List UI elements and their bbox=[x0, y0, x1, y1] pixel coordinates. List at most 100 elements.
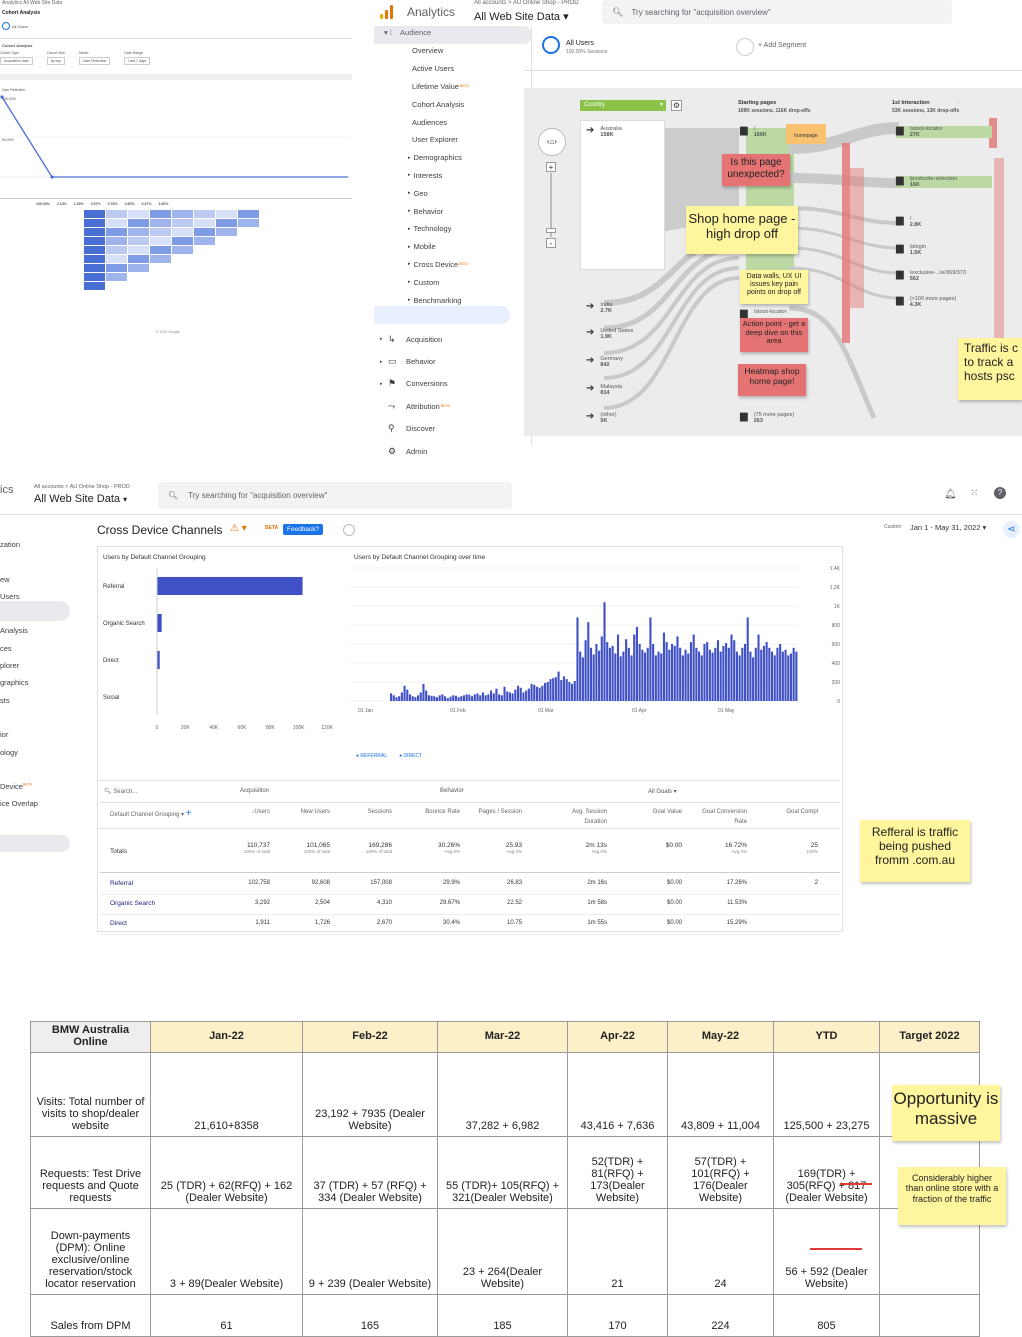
nav-main-item[interactable]: ⚲ Discover bbox=[388, 423, 436, 434]
start-page-node[interactable]: ▆ (75 more pages) 263 bbox=[740, 411, 795, 425]
share-icon[interactable]: ⋖ bbox=[1003, 521, 1020, 538]
info-icon[interactable]: ◌ bbox=[956, 98, 961, 105]
dimension-selector[interactable]: Country ▾ bbox=[580, 100, 666, 111]
nav-item[interactable]: Audiences bbox=[412, 117, 448, 127]
nav-item[interactable]: graphics bbox=[0, 678, 29, 688]
interaction-node[interactable]: ▆/plogin 1.5K bbox=[896, 243, 926, 257]
nav-item[interactable] bbox=[0, 765, 72, 782]
nav-item[interactable]: ew bbox=[0, 574, 10, 584]
search-bar[interactable]: 🔍︎ Try searching for "acquisition overvi… bbox=[602, 0, 952, 24]
notifications-bell-icon[interactable]: 🔔︎ bbox=[944, 489, 957, 500]
nav-item[interactable]: ▸ Cross Device BETA bbox=[408, 259, 468, 269]
interaction-node[interactable]: ▆/2.8K bbox=[896, 215, 922, 229]
account-breadcrumb[interactable]: All accounts > AU Online Shop - PROD bbox=[34, 484, 130, 490]
table-search-input[interactable]: 🔍︎ Search... bbox=[104, 789, 138, 795]
nav-item[interactable]: ▸ Interests bbox=[408, 170, 443, 180]
country-node[interactable]: ➔ India 2.7K bbox=[586, 301, 613, 315]
nav-main-item[interactable]: ▸ ⚑ Conversions bbox=[380, 378, 448, 389]
column-header[interactable]: Bounce Rate bbox=[425, 809, 460, 815]
nav-item[interactable]: ▸ Mobile bbox=[408, 242, 436, 252]
add-segment-circle-icon[interactable] bbox=[736, 38, 754, 56]
nav-item[interactable] bbox=[0, 817, 72, 834]
country-node[interactable]: ➔ Malaysia 814 bbox=[586, 383, 623, 397]
channel-row-name[interactable]: Organic Search bbox=[110, 900, 156, 907]
apps-grid-icon[interactable]: ⁙ bbox=[970, 488, 979, 499]
filter-date-range[interactable]: Date Range Last 7 days bbox=[124, 51, 151, 65]
nav-item[interactable]: ▸ Custom bbox=[408, 277, 440, 287]
interaction-node[interactable]: ▆ (>100 more pages) 4.3K bbox=[896, 295, 957, 309]
group-header-goals[interactable]: All Goals ▾ bbox=[648, 789, 677, 795]
filter-metric[interactable]: Metric User Retention bbox=[79, 51, 111, 65]
filter-cohort-size[interactable]: Cohort Size by day bbox=[46, 51, 66, 65]
channel-row-name[interactable]: Referral bbox=[110, 880, 134, 887]
column-header[interactable]: New Users bbox=[300, 809, 330, 815]
country-node[interactable]: ➔ Australia 158K bbox=[586, 125, 622, 139]
property-selector[interactable]: All Web Site Data ▾ bbox=[474, 11, 569, 23]
column-header[interactable]: Goal Value bbox=[652, 809, 682, 815]
column-header[interactable]: ↓Users bbox=[251, 809, 270, 815]
nav-item[interactable]: Active Users bbox=[412, 64, 455, 74]
zoom-slider[interactable] bbox=[550, 173, 552, 237]
nav-item[interactable] bbox=[0, 557, 72, 574]
column-header[interactable]: Goal Compl bbox=[786, 809, 818, 815]
start-page-node[interactable]: ▆/166K bbox=[740, 125, 767, 139]
settings-gear-icon[interactable]: ⚙ bbox=[671, 100, 682, 111]
nav-main-item[interactable]: ⤳ Attribution BETA bbox=[388, 400, 450, 411]
country-node[interactable]: ➔ (other) 5K bbox=[586, 411, 617, 425]
nav-item[interactable]: ior bbox=[0, 730, 9, 740]
nav-item[interactable]: ice Overlap bbox=[0, 799, 38, 809]
nav-item[interactable]: ▸ Geo bbox=[408, 188, 428, 198]
nav-main-item[interactable]: ▸ ▭ Behavior bbox=[380, 356, 436, 367]
segment-circle-icon[interactable] bbox=[2, 22, 10, 30]
column-header[interactable]: Pages / Session bbox=[478, 809, 522, 815]
nav-item[interactable]: ▸ Benchmarking bbox=[408, 295, 462, 305]
nav-item[interactable]: Analysis bbox=[0, 626, 28, 636]
interaction-node[interactable]: ▆/exclusive-...le/369/373 562 bbox=[896, 269, 966, 283]
interaction-node[interactable]: ▆/stock-locator 27K bbox=[896, 126, 992, 138]
nav-item[interactable]: Overview bbox=[412, 46, 444, 56]
date-range-selector[interactable]: Jan 1 - May 31, 2022 ▾ bbox=[910, 523, 987, 532]
nav-item[interactable]: ology bbox=[0, 747, 18, 757]
start-page-node[interactable]: ▆/stock-locator bbox=[740, 308, 787, 319]
account-breadcrumb[interactable]: All accounts > AU Online Shop - PROD bbox=[474, 0, 579, 6]
country-node[interactable]: ➔ United States 1.9K bbox=[586, 327, 634, 341]
nav-item[interactable]: User Explorer bbox=[412, 135, 458, 145]
nav-item[interactable]: Lifetime Value BETA bbox=[412, 81, 469, 91]
nav-item[interactable] bbox=[0, 713, 72, 730]
segment-all-users-icon[interactable] bbox=[542, 36, 560, 54]
nav-item[interactable]: plorer bbox=[0, 661, 20, 671]
filter-cohort-type[interactable]: Cohort Type Acquisition date bbox=[0, 51, 33, 65]
column-header[interactable]: Avg. Session Duration bbox=[572, 809, 607, 825]
feedback-button[interactable]: Feedback? bbox=[283, 524, 324, 535]
legend-direct[interactable]: ● DIRECT bbox=[399, 753, 423, 759]
zoom-out-icon[interactable]: - bbox=[546, 238, 556, 248]
warning-icon[interactable]: ⚠ ▾ bbox=[230, 523, 247, 534]
nav-item[interactable]: Users bbox=[0, 591, 20, 601]
add-dimension-icon[interactable]: + bbox=[185, 808, 192, 819]
pan-control-icon[interactable]: ‹⌂› bbox=[538, 128, 566, 156]
nav-item[interactable]: sts bbox=[0, 695, 10, 705]
channel-row-name[interactable]: Direct bbox=[110, 920, 127, 927]
search-bar[interactable]: 🔍︎ Try searching for "acquisition overvi… bbox=[158, 482, 512, 509]
dimension-column-header[interactable]: Default Channel Grouping ▾ + bbox=[110, 808, 192, 819]
nav-item[interactable]: Cohort Analysis bbox=[412, 99, 465, 109]
nav-item[interactable]: ▸ Demographics bbox=[408, 153, 462, 163]
info-circle-icon[interactable] bbox=[343, 524, 355, 536]
zoom-handle[interactable] bbox=[546, 228, 556, 233]
legend-referral[interactable]: ● REFERRAL bbox=[356, 753, 388, 759]
interaction-node[interactable]: ▆/postcode-selection 16K bbox=[896, 176, 992, 188]
nav-main-item[interactable]: ▸ ↳ Acquisition bbox=[380, 333, 443, 344]
nav-item[interactable]: zation bbox=[0, 540, 21, 549]
help-icon[interactable]: ? bbox=[994, 487, 1006, 499]
country-node[interactable]: ➔ Germany 842 bbox=[586, 355, 624, 369]
nav-item[interactable]: ▸ Technology bbox=[408, 224, 452, 234]
column-header[interactable]: Sessions bbox=[367, 809, 392, 815]
add-segment-button[interactable]: + Add Segment bbox=[758, 42, 807, 49]
property-selector[interactable]: All Web Site Data ▾ bbox=[34, 493, 128, 505]
nav-item[interactable]: DeviceBETA bbox=[0, 782, 32, 792]
nav-item[interactable]: ▸ Behavior bbox=[408, 206, 444, 216]
zoom-in-icon[interactable]: + bbox=[546, 162, 556, 172]
column-header[interactable]: Goal Conversion Rate bbox=[702, 809, 747, 825]
nav-audience[interactable]: ▾ ⁞ Audience bbox=[384, 28, 432, 38]
nav-main-item[interactable]: ⚙ Admin bbox=[388, 445, 428, 456]
